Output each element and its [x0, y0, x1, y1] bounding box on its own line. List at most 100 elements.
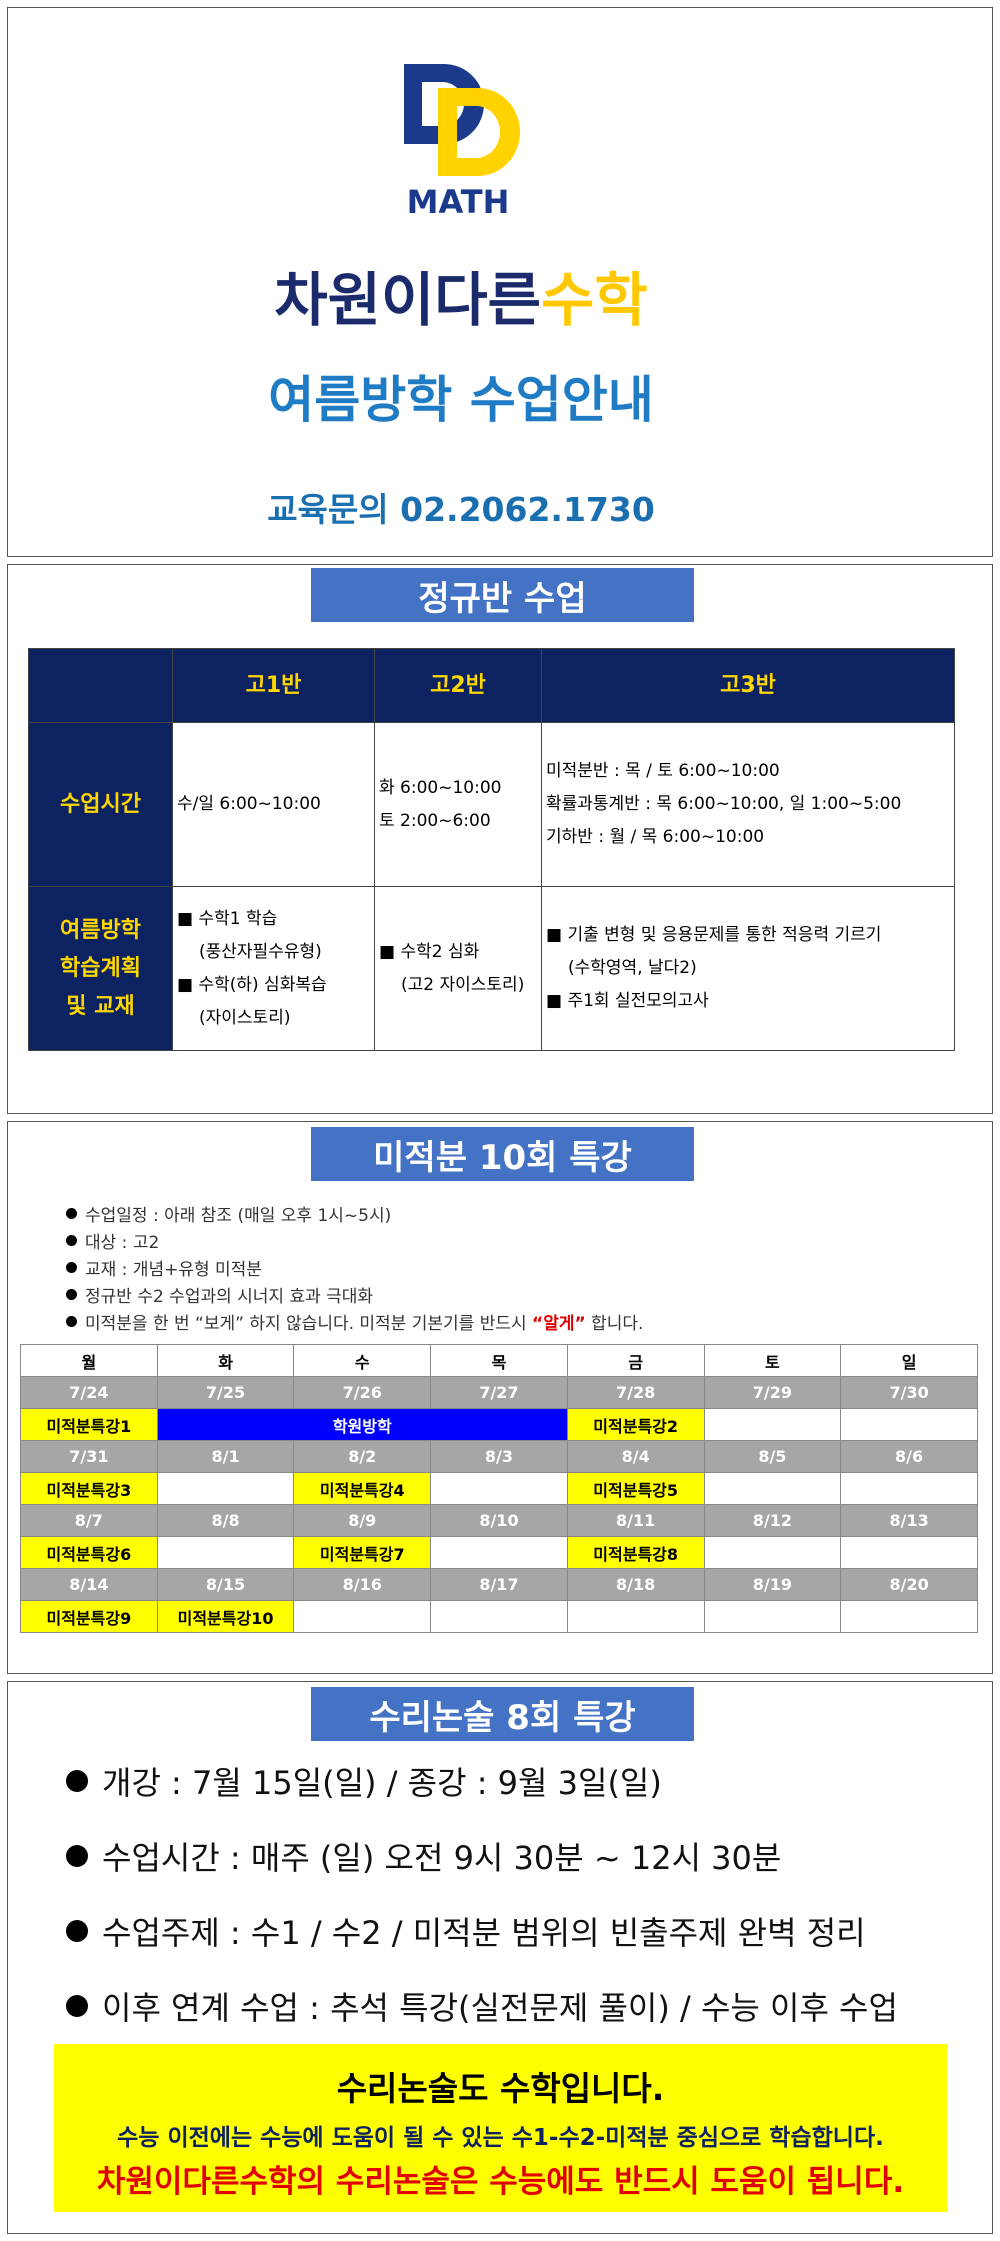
date: 8/17 — [430, 1568, 568, 1601]
date: 8/8 — [156, 1504, 295, 1537]
cell-line: ■ 수학2 심화 — [379, 941, 480, 962]
event-row: 미적분특강9 미적분특강10 — [20, 1600, 978, 1633]
lecture: 미적분특강1 — [20, 1408, 158, 1441]
empty-cell — [156, 1536, 295, 1569]
lecture: 미적분특강9 — [20, 1600, 158, 1633]
cell-line: 화 6:00~10:00 — [379, 777, 502, 798]
bullet-dot — [66, 1920, 88, 1942]
weekday: 수 — [293, 1344, 432, 1377]
date: 8/5 — [703, 1440, 842, 1473]
date: 8/15 — [156, 1568, 295, 1601]
bullet: 수업주제 : 수1 / 수2 / 미적분 범위의 빈출주제 완벽 정리 — [66, 1908, 866, 1954]
calendar: 월 화 수 목 금 토 일 7/24 7/25 7/26 7/27 7/28 7/29 7/30 미적분특강… — [20, 1344, 978, 1633]
cell-line: 수/일 6:00~10:00 — [177, 794, 321, 814]
regular-table: 고1반 고2반 고3반 수업시간 수/일 6:00~10:00 화 6:00~10:00 토… — [28, 648, 955, 1051]
lecture: 미적분특강3 — [20, 1472, 158, 1505]
date: 7/25 — [156, 1376, 295, 1409]
empty-cell — [840, 1472, 978, 1505]
bullet: 대상 : 고2 — [66, 1228, 159, 1253]
date: 8/4 — [566, 1440, 705, 1473]
row-label-line: 수업시간 — [60, 791, 141, 817]
date: 8/6 — [840, 1440, 978, 1473]
cell-line: 토 2:00~6:00 — [379, 810, 491, 831]
row-label-line: 여름방학 — [60, 917, 141, 943]
empty-cell — [840, 1408, 978, 1441]
lecture: 미적분특강7 — [293, 1536, 432, 1569]
date-row: 8/7 8/8 8/9 8/10 8/11 8/12 8/13 — [20, 1504, 978, 1537]
bullet-dot — [66, 1235, 77, 1246]
brand-accent: 수학 — [541, 266, 648, 334]
date: 8/13 — [840, 1504, 978, 1537]
bullet-text: 합니다. — [585, 1314, 644, 1334]
bullet-text: 미적분을 한 번 “보게” 하지 않습니다. 미적분 기본기를 반드시 — [85, 1314, 533, 1334]
empty-cell — [703, 1536, 842, 1569]
event-row: 미적분특강3 미적분특강4 미적분특강5 — [20, 1472, 978, 1505]
bullet-dot — [66, 1316, 77, 1327]
notice-box: 수리논술도 수학입니다. 수능 이전에는 수능에 도움이 될 수 있는 수1-수… — [54, 2044, 947, 2212]
event-row: 미적분특강6 미적분특강7 미적분특강8 — [20, 1536, 978, 1569]
empty-cell — [430, 1472, 568, 1505]
bullet-text: 이후 연계 수업 : 추석 특강(실전문제 풀이) / 수능 이후 수업 — [102, 1989, 898, 2027]
section-title: 미적분 10회 특강 — [311, 1127, 694, 1181]
row-label-line: 및 교재 — [66, 993, 135, 1019]
column-header: 고2반 — [374, 648, 542, 723]
bullet: 개강 : 7월 15일(일) / 종강 : 9월 3일(일) — [66, 1758, 662, 1804]
bullet: 이후 연계 수업 : 추석 특강(실전문제 풀이) / 수능 이후 수업 — [66, 1983, 898, 2029]
bullet-emphasis: “알게” — [532, 1314, 586, 1334]
date: 8/12 — [703, 1504, 842, 1537]
date: 7/26 — [293, 1376, 432, 1409]
row-label: 수업시간 — [28, 722, 173, 887]
cell-line: ■ 수학(하) 심화복습 — [177, 974, 327, 995]
date-row: 7/31 8/1 8/2 8/3 8/4 8/5 8/6 — [20, 1440, 978, 1473]
date: 7/31 — [20, 1440, 158, 1473]
empty-cell — [430, 1536, 568, 1569]
date: 8/9 — [293, 1504, 432, 1537]
event-row: 미적분특강1 학원방학 미적분특강2 — [20, 1408, 978, 1441]
weekday: 목 — [430, 1344, 568, 1377]
cell-line: (수학영역, 날다2) — [568, 958, 697, 978]
bullet-text: 수업주제 : 수1 / 수2 / 미적분 범위의 빈출주제 완벽 정리 — [102, 1914, 866, 1952]
contact: 교육문의 02.2062.1730 — [267, 490, 655, 529]
date: 8/2 — [293, 1440, 432, 1473]
bullet-dot — [66, 1770, 88, 1792]
empty-cell — [430, 1600, 568, 1633]
row-label-line: 학습계획 — [60, 955, 141, 981]
weekday: 일 — [840, 1344, 978, 1377]
brand: 차원이다른수학 — [8, 253, 914, 337]
cell-line: 기하반 : 월 / 목 6:00~10:00 — [546, 827, 765, 847]
table-cell: ■ 수학2 심화 (고2 자이스토리) — [374, 886, 542, 1051]
vacation: 학원방학 — [156, 1408, 568, 1441]
section-title: 정규반 수업 — [311, 568, 694, 622]
column-header: 고1반 — [172, 648, 375, 723]
date: 7/29 — [703, 1376, 842, 1409]
empty-cell — [840, 1536, 978, 1569]
empty-cell — [293, 1600, 432, 1633]
date: 8/18 — [566, 1568, 705, 1601]
lecture: 미적분특강4 — [293, 1472, 432, 1505]
table-cell: 수/일 6:00~10:00 — [172, 722, 375, 887]
date: 8/10 — [430, 1504, 568, 1537]
cell-line: (풍산자필수유형) — [199, 941, 322, 962]
table-row: 여름방학 학습계획 및 교재 ■ 수학1 학습 (풍산자필수유형) ■ 수학(하) 심화복… — [28, 886, 955, 1051]
cell-line: ■ 기출 변형 및 응용문제를 통한 적응력 기르기 — [546, 925, 882, 945]
title: 여름방학 수업안내 — [268, 371, 654, 429]
date: 8/20 — [840, 1568, 978, 1601]
date: 8/14 — [20, 1568, 158, 1601]
weekday: 월 — [20, 1344, 158, 1377]
date: 7/24 — [20, 1376, 158, 1409]
notice-emphasis: 차원이다른수학의 수리논술은 수능에도 반드시 도움이 됩니다. — [96, 2164, 905, 2200]
empty-cell — [566, 1600, 705, 1633]
table-cell: ■ 기출 변형 및 응용문제를 통한 적응력 기르기 (수학영역, 날다2) ■ 주… — [541, 886, 955, 1051]
lecture: 미적분특강8 — [566, 1536, 705, 1569]
bullet-text: 수업시간 : 매주 (일) 오전 9시 30분 ~ 12시 30분 — [102, 1839, 782, 1877]
cell-line: ■ 주1회 실전모의고사 — [546, 991, 709, 1011]
empty-cell — [840, 1600, 978, 1633]
date: 7/27 — [430, 1376, 568, 1409]
table-cell: 화 6:00~10:00 토 2:00~6:00 — [374, 722, 542, 887]
lecture: 미적분특강10 — [156, 1600, 295, 1633]
weekday: 토 — [703, 1344, 842, 1377]
date-row: 8/14 8/15 8/16 8/17 8/18 8/19 8/20 — [20, 1568, 978, 1601]
bullet: 교재 : 개념+유형 미적분 — [66, 1255, 262, 1280]
